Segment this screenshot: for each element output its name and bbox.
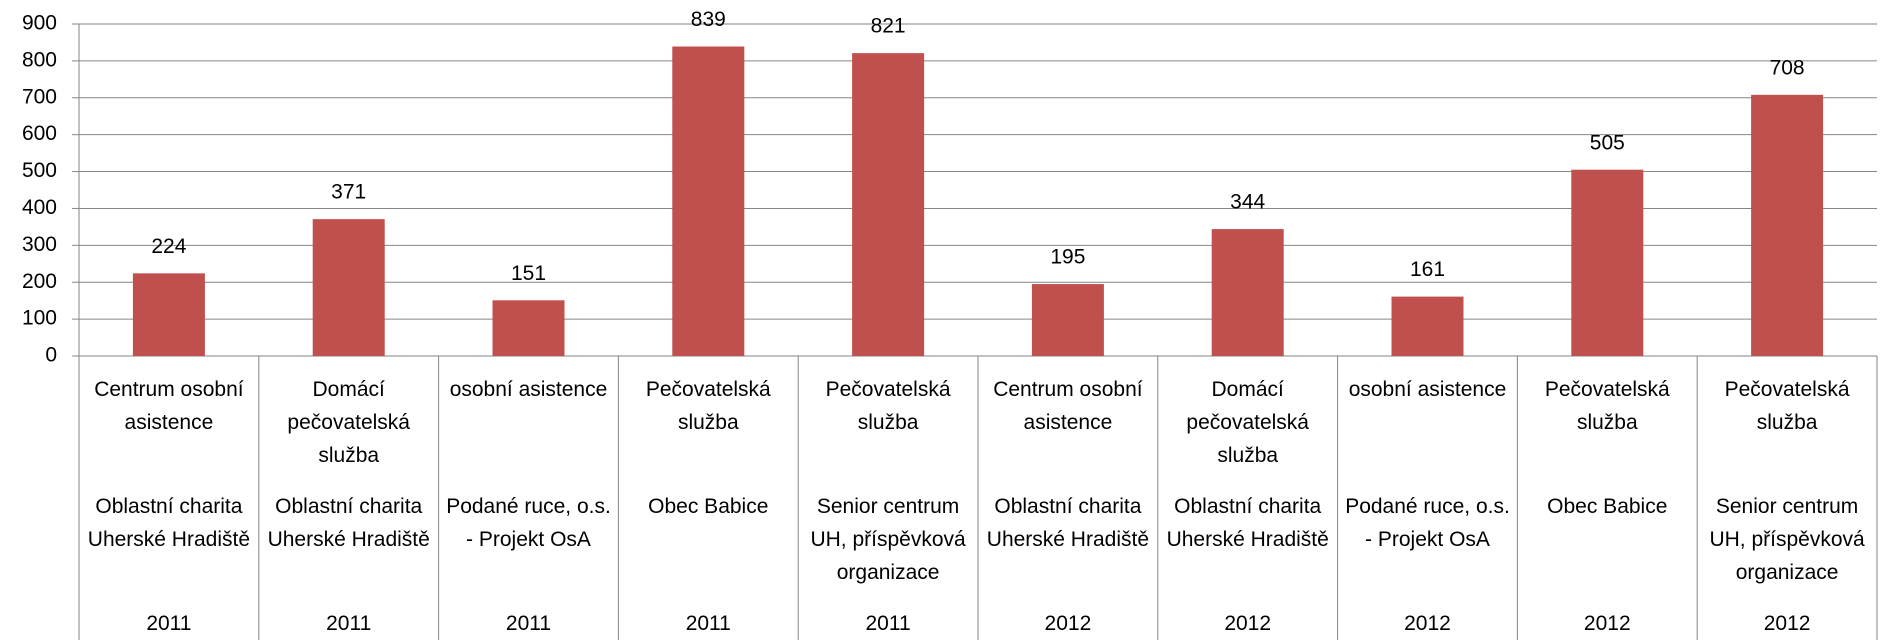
category-provider: Podané ruce, o.s. - Projekt OsA: [1345, 495, 1510, 551]
bar: [1751, 94, 1824, 357]
category-provider: Senior centrum UH, příspěvková organizac…: [1709, 495, 1865, 584]
y-tick-label: 600: [22, 122, 57, 145]
bar: [1391, 296, 1464, 356]
category-service: Pečovatelská služba: [1544, 378, 1670, 434]
category-service: Pečovatelská služba: [825, 378, 951, 434]
y-tick-label: 700: [22, 85, 57, 108]
category-provider: Podané ruce, o.s. - Projekt OsA: [446, 495, 611, 551]
category-service: Centrum osobní asistence: [993, 378, 1143, 434]
data-label: 371: [331, 181, 366, 204]
category-year: 2011: [505, 612, 552, 635]
y-tick-label: 200: [22, 270, 57, 293]
data-label: 161: [1410, 258, 1445, 281]
data-label: 195: [1050, 246, 1085, 269]
data-label: 344: [1230, 191, 1265, 214]
category-year: 2012: [1763, 612, 1811, 635]
category-year: 2011: [146, 612, 192, 635]
data-label: 505: [1590, 131, 1625, 154]
category-provider: Oblastní charita Uherské Hradiště: [986, 495, 1150, 551]
category-service: osobní asistence: [449, 378, 608, 401]
category-provider: Obec Babice: [1547, 495, 1668, 518]
data-label: 151: [511, 262, 546, 285]
category-provider: Oblastní charita Uherské Hradiště: [87, 495, 251, 551]
category-service: Domácí pečovatelská služba: [1186, 378, 1309, 467]
category-year: 2011: [685, 612, 731, 635]
y-tick-label: 100: [22, 307, 57, 330]
category-year: 2011: [865, 612, 911, 635]
y-tick-label: 500: [22, 159, 57, 182]
y-tick-label: 900: [22, 12, 57, 35]
y-tick-label: 800: [22, 48, 57, 71]
category-year: 2012: [1224, 612, 1272, 635]
bar: [852, 53, 925, 357]
data-label: 839: [691, 8, 726, 31]
category-provider: Oblastní charita Uherské Hradiště: [1166, 495, 1329, 551]
y-tick-label: 300: [22, 233, 57, 256]
bar: [1571, 169, 1644, 356]
category-provider: Senior centrum UH, příspěvková organizac…: [810, 495, 966, 584]
bar: [492, 300, 565, 356]
data-label: 224: [151, 235, 186, 258]
category-service: Centrum osobní asistence: [94, 378, 244, 434]
category-year: 2012: [1583, 612, 1631, 635]
bar: [312, 219, 385, 356]
category-provider: Obec Babice: [648, 495, 769, 518]
category-service: osobní asistence: [1348, 378, 1507, 401]
bar: [1211, 229, 1284, 356]
category-service: Pečovatelská služba: [645, 378, 771, 434]
category-service: Domácí pečovatelská služba: [287, 378, 410, 467]
category-year: 2012: [1044, 612, 1092, 635]
category-provider: Oblastní charita Uherské Hradiště: [267, 495, 430, 551]
bar: [132, 273, 205, 356]
y-tick-label: 0: [45, 344, 57, 367]
data-label: 708: [1770, 56, 1805, 79]
data-label: 821: [871, 15, 906, 38]
category-year: 2012: [1404, 612, 1451, 635]
bar: [1031, 284, 1104, 356]
category-year: 2011: [326, 612, 372, 635]
y-tick-label: 400: [22, 196, 57, 219]
category-service: Pečovatelská služba: [1724, 378, 1850, 434]
bar: [672, 46, 745, 356]
